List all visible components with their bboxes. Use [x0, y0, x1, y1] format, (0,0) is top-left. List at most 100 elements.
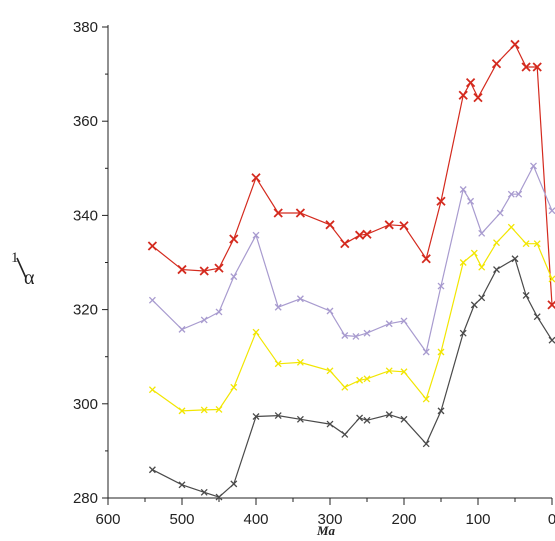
- point-marker-stroke: [341, 430, 349, 438]
- data-point: [356, 414, 364, 422]
- data-point: [341, 332, 349, 339]
- data-point: [252, 413, 260, 420]
- series-2: [148, 162, 555, 356]
- data-point: [478, 294, 486, 302]
- data-point: [467, 197, 475, 205]
- data-point: [522, 292, 530, 299]
- point-marker-stroke: [548, 207, 555, 215]
- data-point: [385, 411, 393, 419]
- data-point: [533, 240, 541, 248]
- y-tick-label: 360: [73, 113, 98, 130]
- point-marker-stroke: [214, 263, 224, 273]
- data-point: [200, 488, 208, 496]
- data-point: [507, 190, 515, 198]
- point-marker-stroke: [340, 239, 350, 249]
- y-tick-label: 380: [73, 19, 98, 36]
- point-marker-stroke: [252, 231, 260, 239]
- point-marker-stroke: [422, 348, 430, 356]
- x-tick-label: 600: [95, 511, 120, 528]
- y-tick-label: 280: [73, 490, 98, 507]
- data-point: [251, 173, 261, 183]
- point-marker-stroke: [354, 230, 365, 240]
- data-point: [148, 386, 156, 394]
- point-marker-stroke: [341, 383, 349, 391]
- point-marker-stroke: [252, 413, 260, 420]
- point-marker-stroke: [400, 368, 408, 376]
- point-marker-stroke: [521, 62, 531, 72]
- data-point: [177, 264, 187, 275]
- point-marker-stroke: [148, 296, 156, 304]
- point-marker-stroke: [533, 240, 541, 248]
- data-point: [230, 273, 238, 281]
- data-point: [459, 259, 467, 266]
- point-marker-stroke: [437, 407, 445, 415]
- point-marker-stroke: [459, 186, 467, 193]
- data-point: [548, 336, 555, 344]
- data-point: [352, 332, 360, 340]
- data-point: [199, 266, 209, 276]
- point-marker-stroke: [326, 367, 334, 375]
- data-point: [458, 90, 468, 100]
- data-point: [522, 240, 530, 248]
- point-marker-stroke: [491, 59, 502, 69]
- point-marker-stroke: [178, 325, 186, 333]
- point-marker-stroke: [522, 240, 530, 248]
- point-marker-stroke: [478, 294, 486, 302]
- data-point: [363, 329, 371, 337]
- data-point: [215, 405, 223, 413]
- point-marker-stroke: [478, 229, 486, 237]
- data-point: [230, 383, 238, 391]
- y-axis-title-slash: [16, 257, 27, 279]
- point-marker-stroke: [400, 415, 408, 423]
- data-point: [507, 223, 515, 231]
- data-point: [274, 360, 282, 368]
- x-tick-label: 300: [317, 511, 342, 528]
- data-point: [356, 376, 364, 384]
- data-point: [473, 93, 483, 103]
- point-marker-stroke: [385, 411, 393, 419]
- point-marker-stroke: [507, 190, 515, 198]
- series-line: [152, 43, 553, 305]
- data-point: [200, 406, 208, 414]
- y-axis-title-numerator: 1: [11, 250, 19, 266]
- data-point: [533, 313, 541, 321]
- point-marker-stroke: [385, 367, 393, 375]
- point-marker-stroke: [465, 77, 476, 88]
- series-line: [152, 257, 553, 498]
- point-marker-stroke: [422, 440, 430, 448]
- data-point: [548, 275, 555, 283]
- point-marker-stroke: [230, 273, 238, 281]
- point-marker-stroke: [493, 266, 500, 274]
- data-point: [400, 415, 408, 423]
- x-axis-title: Ma: [316, 523, 336, 538]
- point-marker-stroke: [274, 412, 282, 420]
- data-point: [341, 383, 349, 391]
- point-marker-stroke: [473, 93, 483, 103]
- point-marker-stroke: [178, 407, 186, 415]
- point-marker-stroke: [148, 386, 156, 394]
- point-marker-stroke: [515, 190, 523, 198]
- point-marker-stroke: [326, 307, 334, 315]
- point-marker-stroke: [215, 493, 223, 501]
- data-point: [326, 367, 334, 375]
- point-marker-stroke: [548, 275, 555, 283]
- point-marker-stroke: [200, 316, 208, 324]
- data-point: [178, 481, 186, 489]
- point-marker-stroke: [177, 264, 187, 275]
- data-point: [148, 466, 156, 474]
- point-marker-stroke: [470, 301, 478, 309]
- data-point: [400, 368, 408, 376]
- point-marker-stroke: [437, 282, 445, 290]
- axes: 280 300 320 340 360 380 600 500 400 300 200 100 0: [73, 19, 555, 528]
- point-marker-stroke: [522, 292, 530, 299]
- data-point: [214, 263, 224, 273]
- series-4: [148, 255, 555, 501]
- x-tick-label: 500: [169, 511, 194, 528]
- data-point: [363, 416, 371, 424]
- point-marker-stroke: [467, 197, 475, 205]
- point-marker-stroke: [199, 266, 209, 276]
- data-point: [340, 239, 350, 249]
- data-point: [436, 196, 446, 206]
- data-point: [363, 375, 371, 383]
- point-marker-stroke: [437, 348, 445, 356]
